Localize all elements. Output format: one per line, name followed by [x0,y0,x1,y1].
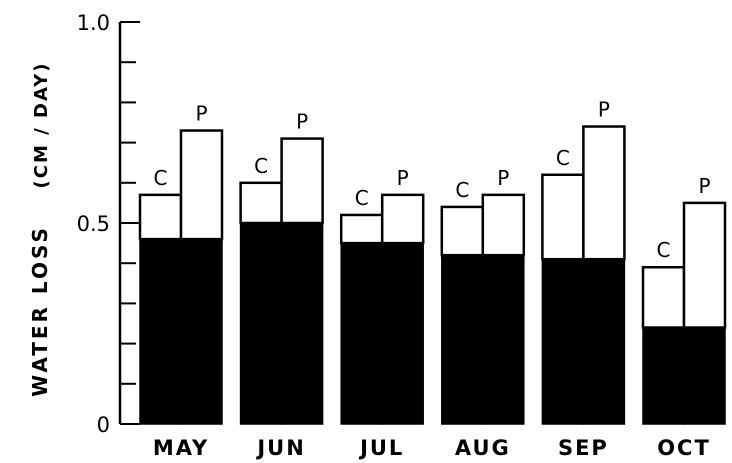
bar-letter-p-jul: P [397,166,409,190]
bar-letter-p-sep: P [598,98,610,122]
bar-p-upper-jul [380,193,425,245]
bar-c-lower-jul [340,242,383,425]
bar-letter-labels: C P C P C P C P C P C P [154,98,711,263]
bar-c-lower-aug [441,254,484,425]
bar-p-upper-may [179,129,224,241]
bar-p-lower-sep [582,258,626,425]
bar-c-upper-oct [641,265,686,329]
bar-c-upper-may [138,193,183,241]
bar-c-upper-jul [339,213,384,245]
bar-letter-c-aug: C [455,178,469,202]
bar-c-lower-sep [541,258,585,425]
bar-letter-c-oct: C [657,238,671,262]
y-tick-label: 1.0 [77,11,110,35]
y-tick-label: 0 [97,413,110,437]
bar-p-upper-jun [280,137,324,225]
bar-letter-c-jun: C [254,154,268,178]
bar-letter-c-jul: C [355,186,369,210]
bar-p-upper-sep [582,125,626,261]
y-axis-title-group: WATER LOSS (CM / DAY) [28,62,52,397]
bar-letter-p-aug: P [497,166,509,190]
y-axis-title: WATER LOSS [28,225,52,397]
bar-c-upper-sep [541,173,585,261]
month-label-aug: AUG [455,436,511,460]
month-labels: MAY JUN JUL AUG SEP OCT [153,436,711,460]
bar-letter-c-sep: C [556,146,570,170]
y-axis-unit: (CM / DAY) [31,62,52,189]
bar-letter-c-may: C [154,166,168,190]
bar-p-lower-jun [280,222,324,425]
bar-p-lower-aug [482,254,525,425]
bar-letter-p-jun: P [296,110,308,134]
bar-c-upper-aug [440,205,485,257]
bar-p-upper-aug [481,193,526,257]
bar-p-lower-oct [683,326,726,425]
bar-c-lower-oct [642,326,685,425]
bar-p-upper-oct [682,201,727,329]
month-label-jul: JUL [358,436,404,460]
bar-c-lower-jun [239,222,283,425]
bar-c-upper-jun [239,181,283,225]
month-label-oct: OCT [657,436,711,460]
bars-group [138,125,727,425]
bar-letter-p-may: P [195,102,207,126]
y-axis-ticks: 0 0.5 1.0 [77,11,140,437]
bar-p-lower-jul [381,242,424,425]
bar-c-lower-may [139,238,182,425]
y-tick-label: 0.5 [77,212,110,236]
month-label-sep: SEP [558,436,609,460]
bar-letter-p-oct: P [698,174,710,198]
month-label-may: MAY [153,436,209,460]
bar-p-lower-may [180,238,223,425]
month-label-jun: JUN [255,436,305,460]
